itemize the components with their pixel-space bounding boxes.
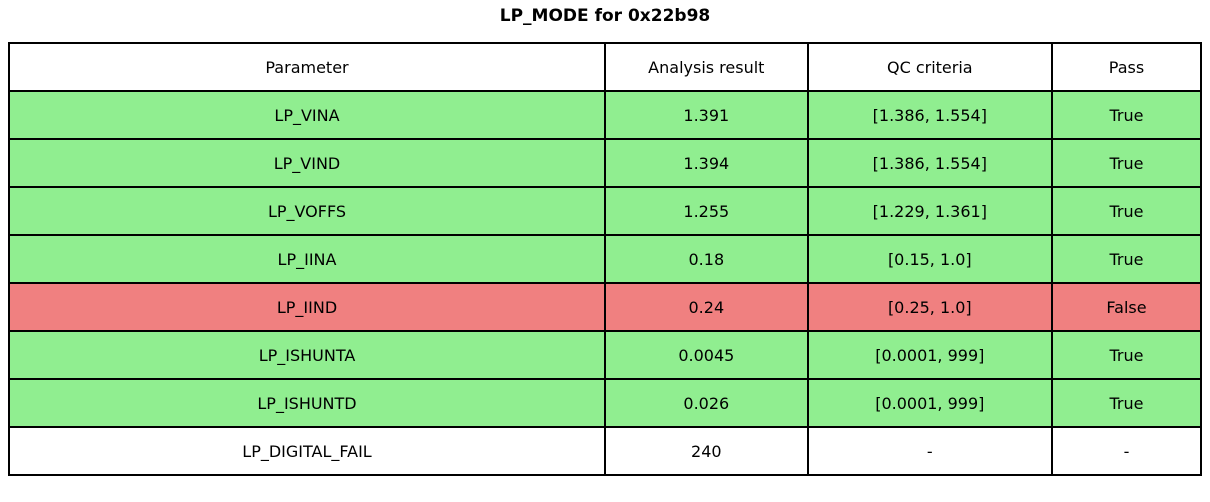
cell-qc-criteria: [0.0001, 999] (806, 330, 1053, 380)
cell-pass: True (1050, 378, 1203, 428)
cell-parameter: LP_DIGITAL_FAIL (8, 426, 606, 476)
cell-qc-criteria: [1.386, 1.554] (806, 138, 1053, 188)
cell-pass: True (1050, 330, 1203, 380)
cell-analysis-result: 1.255 (604, 186, 809, 236)
cell-qc-criteria: [1.386, 1.554] (806, 90, 1053, 140)
cell-pass: True (1050, 234, 1203, 284)
cell-analysis-result: 0.18 (604, 234, 809, 284)
qc-results-table: Parameter Analysis result QC criteria Pa… (8, 42, 1203, 476)
cell-pass: True (1050, 186, 1203, 236)
cell-parameter: LP_ISHUNTD (8, 378, 606, 428)
cell-qc-criteria: [1.229, 1.361] (806, 186, 1053, 236)
cell-qc-criteria: [0.15, 1.0] (806, 234, 1053, 284)
cell-pass: True (1050, 138, 1203, 188)
cell-qc-criteria: [0.25, 1.0] (806, 282, 1053, 332)
table-row: LP_IINA 0.18 [0.15, 1.0] True (8, 234, 1203, 284)
column-header-pass: Pass (1050, 42, 1203, 92)
cell-parameter: LP_IIND (8, 282, 606, 332)
cell-analysis-result: 0.0045 (604, 330, 809, 380)
cell-parameter: LP_IINA (8, 234, 606, 284)
table-row: LP_VINA 1.391 [1.386, 1.554] True (8, 90, 1203, 140)
table-row: LP_DIGITAL_FAIL 240 - - (8, 426, 1203, 476)
cell-parameter: LP_VIND (8, 138, 606, 188)
table-row: LP_IIND 0.24 [0.25, 1.0] False (8, 282, 1203, 332)
table-row: LP_ISHUNTD 0.026 [0.0001, 999] True (8, 378, 1203, 428)
figure-title: LP_MODE for 0x22b98 (499, 6, 711, 26)
column-header-parameter: Parameter (8, 42, 606, 92)
cell-analysis-result: 1.394 (604, 138, 809, 188)
cell-qc-criteria: - (806, 426, 1053, 476)
cell-pass: True (1050, 90, 1203, 140)
table-row: LP_VOFFS 1.255 [1.229, 1.361] True (8, 186, 1203, 236)
cell-analysis-result: 0.24 (604, 282, 809, 332)
table-row: LP_ISHUNTA 0.0045 [0.0001, 999] True (8, 330, 1203, 380)
cell-analysis-result: 1.391 (604, 90, 809, 140)
cell-analysis-result: 240 (604, 426, 809, 476)
cell-parameter: LP_ISHUNTA (8, 330, 606, 380)
cell-parameter: LP_VINA (8, 90, 606, 140)
cell-pass: False (1050, 282, 1203, 332)
column-header-analysis-result: Analysis result (604, 42, 809, 92)
cell-analysis-result: 0.026 (604, 378, 809, 428)
column-header-qc-criteria: QC criteria (806, 42, 1053, 92)
header-row: Parameter Analysis result QC criteria Pa… (8, 42, 1203, 92)
table-row: LP_VIND 1.394 [1.386, 1.554] True (8, 138, 1203, 188)
cell-qc-criteria: [0.0001, 999] (806, 378, 1053, 428)
cell-pass: - (1050, 426, 1203, 476)
cell-parameter: LP_VOFFS (8, 186, 606, 236)
